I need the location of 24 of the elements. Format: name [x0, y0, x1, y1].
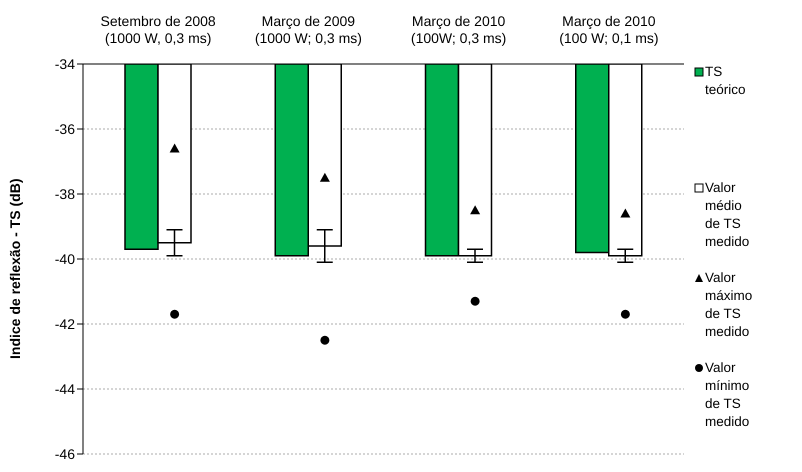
point	[170, 310, 180, 319]
legend-label: Valor mínimo de TS medido	[705, 359, 750, 431]
y-tick-label: -36	[54, 120, 76, 137]
y-tick-label: -42	[54, 316, 76, 332]
x-tick-label: Março de 2009 (1000 W; 0,3 ms)	[254, 13, 362, 46]
legend-label: Valor máximo de TS medido	[705, 269, 754, 341]
point	[470, 205, 480, 214]
point	[620, 208, 630, 218]
x-tick-label: Setembro de 2008 (1000 W, 0,3 ms)	[100, 13, 216, 46]
y-axis-title: Indice de reflexão - TS (dB)	[6, 178, 23, 359]
y-tick-label: -40	[54, 250, 76, 267]
point	[320, 336, 330, 345]
point	[320, 172, 330, 182]
y-tick-label: -46	[54, 446, 76, 462]
y-tick-label: -44	[54, 380, 76, 397]
legend-label: Valor médio de TS medido	[705, 179, 750, 251]
point	[170, 144, 180, 152]
point	[620, 310, 630, 319]
x-tick-label: Março de 2010 (100W; 0,3 ms)	[410, 13, 506, 46]
point	[470, 296, 480, 306]
y-tick-label: -34	[54, 56, 76, 72]
legend-label: TS teórico	[705, 63, 747, 99]
y-tick-label: -38	[54, 186, 76, 202]
x-tick-label: Março de 2010 (100 W; 0,1 ms)	[559, 13, 659, 46]
